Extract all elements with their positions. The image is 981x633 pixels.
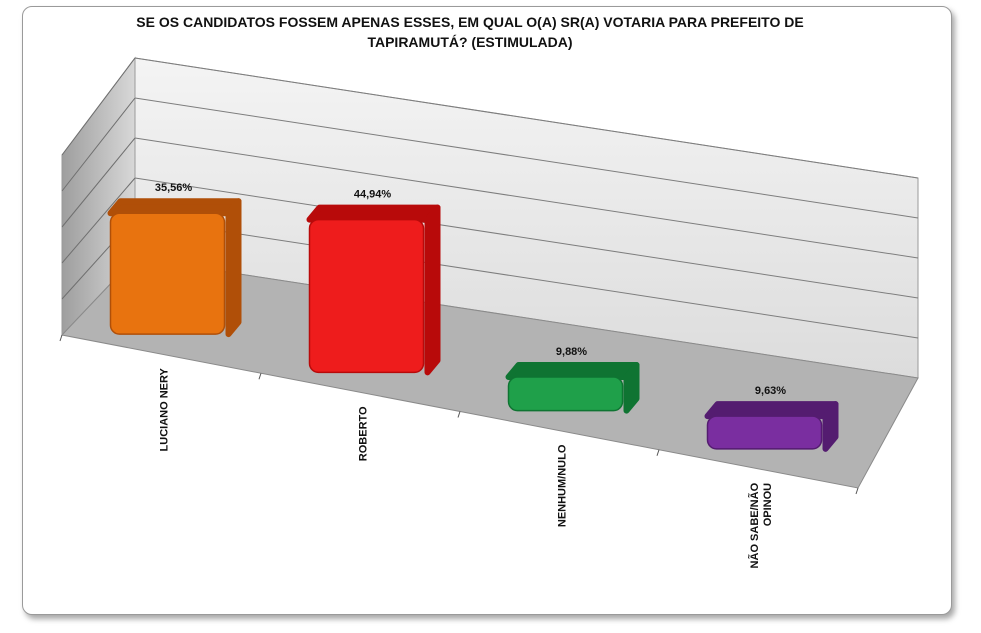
bar-1 xyxy=(107,198,242,338)
chart-title: SE OS CANDIDATOS FOSSEM APENAS ESSES, EM… xyxy=(90,12,850,52)
gridline-back xyxy=(134,57,919,179)
bar-top-face xyxy=(704,401,839,420)
bar-side-face xyxy=(225,198,242,338)
category-label-2: ROBERTO xyxy=(358,406,370,461)
category-tick xyxy=(258,373,262,380)
gridline-side xyxy=(61,97,136,192)
chart-walls xyxy=(59,56,919,495)
category-tick xyxy=(656,449,660,456)
category-label-line: OPINOU xyxy=(762,483,774,526)
bar-side-face xyxy=(822,401,839,452)
category-tick xyxy=(855,487,859,495)
bars-group xyxy=(107,198,839,452)
chart-title-line2: TAPIRAMUTÁ? (ESTIMULADA) xyxy=(367,34,573,50)
gridline-back xyxy=(134,217,919,339)
bar-top-face xyxy=(306,204,441,223)
gridline-side xyxy=(61,57,136,156)
bar-3 xyxy=(505,362,640,414)
bar-side-face xyxy=(623,362,640,414)
gridline-back xyxy=(134,97,919,219)
bar-front-face xyxy=(706,415,823,450)
gridline-back xyxy=(134,177,919,299)
gridline-back xyxy=(134,137,919,259)
labels-group: 35,56% LUCIANO NERY 44,94% ROBERTO 9,88% NENH… xyxy=(155,182,786,568)
category-tick xyxy=(59,334,63,342)
bar-front-face xyxy=(308,218,425,374)
category-label-line: ROBERTO xyxy=(358,406,370,461)
bar-4 xyxy=(704,401,839,452)
category-label-line: LUCIANO NERY xyxy=(159,367,171,451)
gridline-side xyxy=(61,137,136,228)
category-label-line: NÃO SABE/NÃO xyxy=(748,482,761,568)
category-tick xyxy=(457,411,461,418)
data-label-1: 35,56% xyxy=(155,182,193,194)
category-label-4: NÃO SABE/NÃO OPINOU xyxy=(748,482,774,568)
category-label-3: NENHUM/NULO xyxy=(557,444,569,527)
data-label-3: 9,88% xyxy=(556,346,587,358)
bar-side-face xyxy=(424,204,441,376)
data-label-2: 44,94% xyxy=(354,189,392,201)
bar-top-face xyxy=(107,198,242,217)
bar-front-face xyxy=(507,376,624,412)
chart-title-line1: SE OS CANDIDATOS FOSSEM APENAS ESSES, EM… xyxy=(136,14,804,30)
bar-front-face xyxy=(109,212,226,335)
bar-2 xyxy=(306,204,441,376)
gridline-side xyxy=(61,177,136,264)
category-label-line: NENHUM/NULO xyxy=(557,444,569,527)
bar-top-face xyxy=(505,362,640,381)
category-label-1: LUCIANO NERY xyxy=(159,367,171,451)
data-label-4: 9,63% xyxy=(755,385,786,397)
